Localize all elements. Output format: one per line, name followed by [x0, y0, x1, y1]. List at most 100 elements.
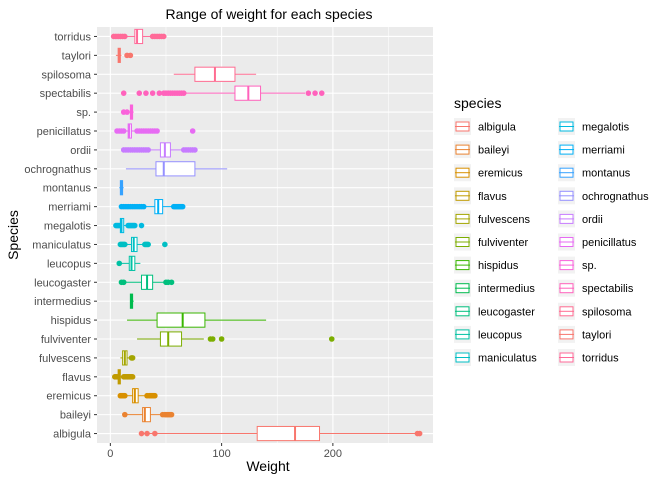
outlier-point — [120, 279, 127, 286]
legend-label: maniculatus — [478, 353, 537, 365]
y-tick-label: leucopus — [47, 258, 92, 270]
chart-title: Range of weight for each species — [165, 6, 372, 22]
y-tick-label: merriami — [48, 202, 91, 214]
legend-label: hispidus — [478, 260, 519, 272]
outlier-point — [122, 411, 128, 418]
y-tick-label: hispidus — [51, 315, 92, 327]
legend: albigula baileyi eremicus flavus fulvescens f… — [454, 118, 649, 366]
legend-item-sp: sp. — [558, 256, 597, 274]
legend-label: taylori — [582, 329, 611, 341]
box-iqr — [155, 161, 196, 177]
legend-label: eremicus — [478, 168, 523, 180]
box-series — [110, 28, 423, 442]
legend-item-albigula: albigula — [454, 118, 517, 135]
outlier-point — [305, 90, 312, 96]
outlier-point — [318, 90, 325, 96]
y-tick-label: flavus — [62, 372, 91, 384]
outlier-point — [120, 90, 127, 96]
plot-panel — [97, 27, 433, 443]
legend-label: flavus — [478, 191, 507, 203]
legend-label: merriami — [582, 145, 625, 157]
y-tick-label: spectabilis — [40, 88, 92, 100]
legend-label: ordii — [582, 214, 603, 226]
outlier-point — [149, 90, 156, 96]
legend-label: fulviventer — [478, 237, 528, 249]
outlier-point — [416, 430, 423, 437]
outlier-point — [124, 109, 130, 115]
outlier-point — [116, 222, 123, 229]
legend-label: spilosoma — [582, 306, 632, 318]
box-taylori — [115, 47, 134, 63]
legend-item-torridus: torridus — [558, 349, 619, 366]
outlier-point — [328, 336, 335, 342]
box-iqr — [256, 425, 321, 442]
outlier-point — [138, 222, 145, 229]
box-iqr — [134, 28, 144, 45]
outlier-point — [122, 392, 128, 399]
y-axis-ticks: albigula baileyi eremicus flavus fulvescens f… — [24, 31, 97, 441]
legend-item-megalotis: megalotis — [558, 118, 630, 135]
outlier-point — [145, 147, 151, 153]
legend-item-fulvescens: fulvescens — [454, 210, 530, 228]
legend-item-penicillatus: penicillatus — [558, 233, 637, 251]
outlier-point — [114, 374, 120, 380]
box-hispidus — [127, 312, 267, 328]
box-leucopus — [116, 255, 141, 271]
y-tick-label: baileyi — [60, 410, 91, 422]
box-fulviventer — [137, 331, 335, 347]
legend-item-leucogaster: leucogaster — [454, 302, 535, 320]
outlier-point — [152, 430, 158, 437]
box-eremicus — [117, 388, 158, 404]
y-tick-label: intermedius — [34, 296, 91, 308]
y-tick-label: montanus — [43, 183, 92, 195]
legend-item-eremicus: eremicus — [454, 164, 523, 182]
outlier-point — [168, 411, 175, 418]
box-albigula — [138, 425, 423, 442]
y-tick-label: ochrognathus — [24, 164, 91, 176]
x-axis-ticks: 0 100 200 — [107, 443, 342, 460]
outlier-point — [122, 241, 128, 248]
legend-item-montanus: montanus — [558, 164, 631, 182]
legend-item-spilosoma: spilosoma — [558, 302, 632, 320]
outlier-point — [138, 430, 145, 437]
outlier-point — [209, 336, 216, 342]
legend-item-taylori: taylori — [558, 325, 611, 343]
x-axis-title: Weight — [246, 458, 289, 474]
y-tick-label: taylori — [62, 50, 91, 62]
outlier-point — [192, 147, 198, 153]
box-intermedius — [129, 293, 134, 309]
box-montanus — [119, 180, 124, 196]
box-maniculatus — [117, 236, 168, 253]
legend-label: albigula — [478, 122, 517, 134]
outlier-point — [180, 90, 187, 96]
box-spilosoma — [173, 66, 257, 82]
y-tick-label: eremicus — [46, 391, 91, 403]
outlier-point — [140, 203, 147, 210]
outlier-point — [129, 355, 136, 361]
y-tick-label: penicillatus — [37, 126, 92, 138]
box-sp — [120, 104, 134, 120]
box-iqr — [159, 331, 183, 347]
y-tick-label: leucogaster — [34, 277, 91, 289]
legend-label: leucogaster — [478, 306, 535, 318]
outlier-point — [168, 279, 175, 286]
outlier-point — [156, 90, 163, 96]
outlier-point — [312, 90, 318, 96]
outlier-point — [132, 222, 138, 229]
legend-item-maniculatus: maniculatus — [454, 349, 537, 366]
legend-label: spectabilis — [582, 283, 634, 295]
legend-title: species — [454, 95, 501, 111]
legend-label: leucopus — [478, 329, 523, 341]
box-ochrognathus — [125, 161, 228, 177]
outlier-point — [144, 430, 150, 437]
outlier-point — [179, 203, 186, 210]
legend-label: ochrognathus — [582, 191, 649, 203]
box-merriami — [118, 199, 186, 215]
box-leucogaster — [118, 274, 175, 290]
outlier-point — [120, 128, 127, 134]
legend-item-ochrognathus: ochrognathus — [558, 187, 649, 205]
legend-label: sp. — [582, 260, 597, 272]
box-spectabilis — [120, 85, 325, 101]
box-flavus — [112, 369, 136, 385]
outlier-point — [218, 336, 225, 342]
